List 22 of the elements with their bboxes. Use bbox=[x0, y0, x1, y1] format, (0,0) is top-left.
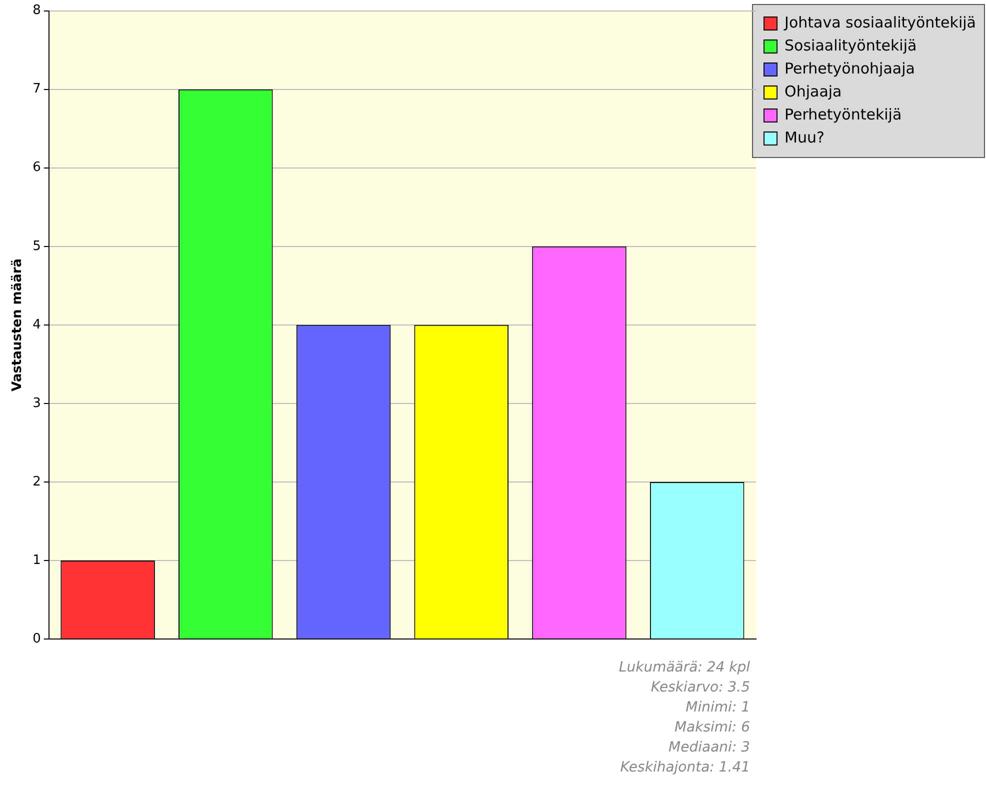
y-tick-label: 6 bbox=[32, 160, 41, 176]
legend-label: Perhetyöntekijä bbox=[784, 105, 902, 124]
text: Keskihajonta: 1.41 bbox=[620, 760, 750, 776]
legend-label: Johtava sosiaalityöntekijä bbox=[784, 13, 976, 32]
y-tick-label: 3 bbox=[32, 396, 41, 411]
y-tick-label: 2 bbox=[32, 474, 41, 490]
text: Minimi: 1 bbox=[686, 700, 750, 716]
legend-label: Perhetyönohjaaja bbox=[784, 59, 915, 78]
text: Keskiarvo: 3.5 bbox=[650, 680, 750, 696]
y-tick-label: 8 bbox=[32, 3, 41, 18]
y-tick-label: 5 bbox=[32, 238, 41, 254]
legend-label: Sosiaalityöntekijä bbox=[784, 36, 917, 54]
y-tick-label: 1 bbox=[32, 552, 41, 568]
y-tick-label: 0 bbox=[32, 631, 41, 646]
text: Lukumäärä: 24 kpl bbox=[618, 660, 750, 676]
y-axis-title: Vastausten määrä bbox=[10, 258, 26, 392]
legend-label: Ohjaaja bbox=[784, 82, 842, 100]
y-tick-label: 7 bbox=[32, 82, 41, 97]
y-tick-label: 4 bbox=[32, 317, 41, 332]
legend-label: Muu? bbox=[784, 128, 824, 146]
text: Maksimi: 6 bbox=[674, 720, 750, 736]
text: Mediaani: 3 bbox=[668, 740, 750, 756]
